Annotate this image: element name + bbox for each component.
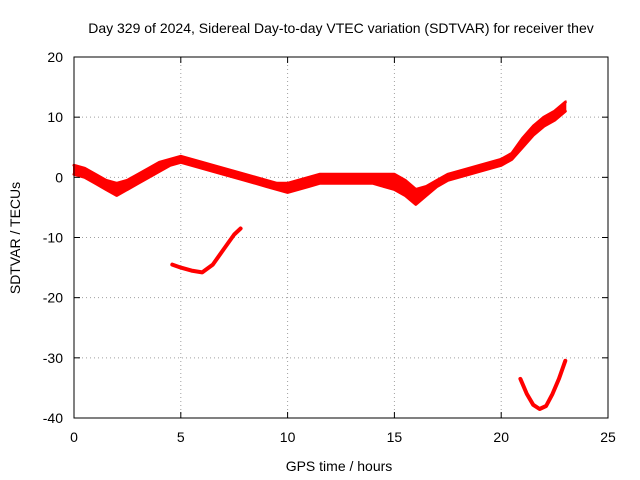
x-axis-label: GPS time / hours	[286, 458, 393, 474]
series-group	[72, 99, 568, 411]
series-late-dip-segment	[518, 358, 568, 411]
x-tick-label: 5	[177, 429, 185, 445]
y-tick-label: 0	[55, 169, 63, 185]
y-tick-label: -10	[43, 230, 63, 246]
x-tick-label: 0	[70, 429, 78, 445]
x-tick-label: 15	[387, 429, 403, 445]
y-tick-label: -30	[43, 350, 63, 366]
x-tick-label: 20	[493, 429, 509, 445]
x-tick-label: 10	[280, 429, 296, 445]
series-main-band-lower	[72, 109, 567, 206]
y-tick-label: 10	[47, 109, 63, 125]
x-tick-label: 25	[600, 429, 616, 445]
axis-ticks	[73, 56, 609, 419]
y-axis-label: SDTVAR / TECUs	[7, 182, 23, 294]
y-tick-label: 20	[47, 49, 63, 65]
chart-title: Day 329 of 2024, Sidereal Day-to-day VTE…	[88, 20, 594, 36]
series-main-band-upper	[72, 100, 567, 191]
tick-labels: 0 5 10 15 20 25 -40 -30 -20 -10 0 10 20	[43, 49, 616, 445]
grid	[74, 57, 608, 418]
main-band-fill	[73, 99, 567, 206]
y-tick-label: -40	[43, 410, 63, 426]
y-tick-label: -20	[43, 290, 63, 306]
series-dip-segment	[170, 226, 243, 275]
